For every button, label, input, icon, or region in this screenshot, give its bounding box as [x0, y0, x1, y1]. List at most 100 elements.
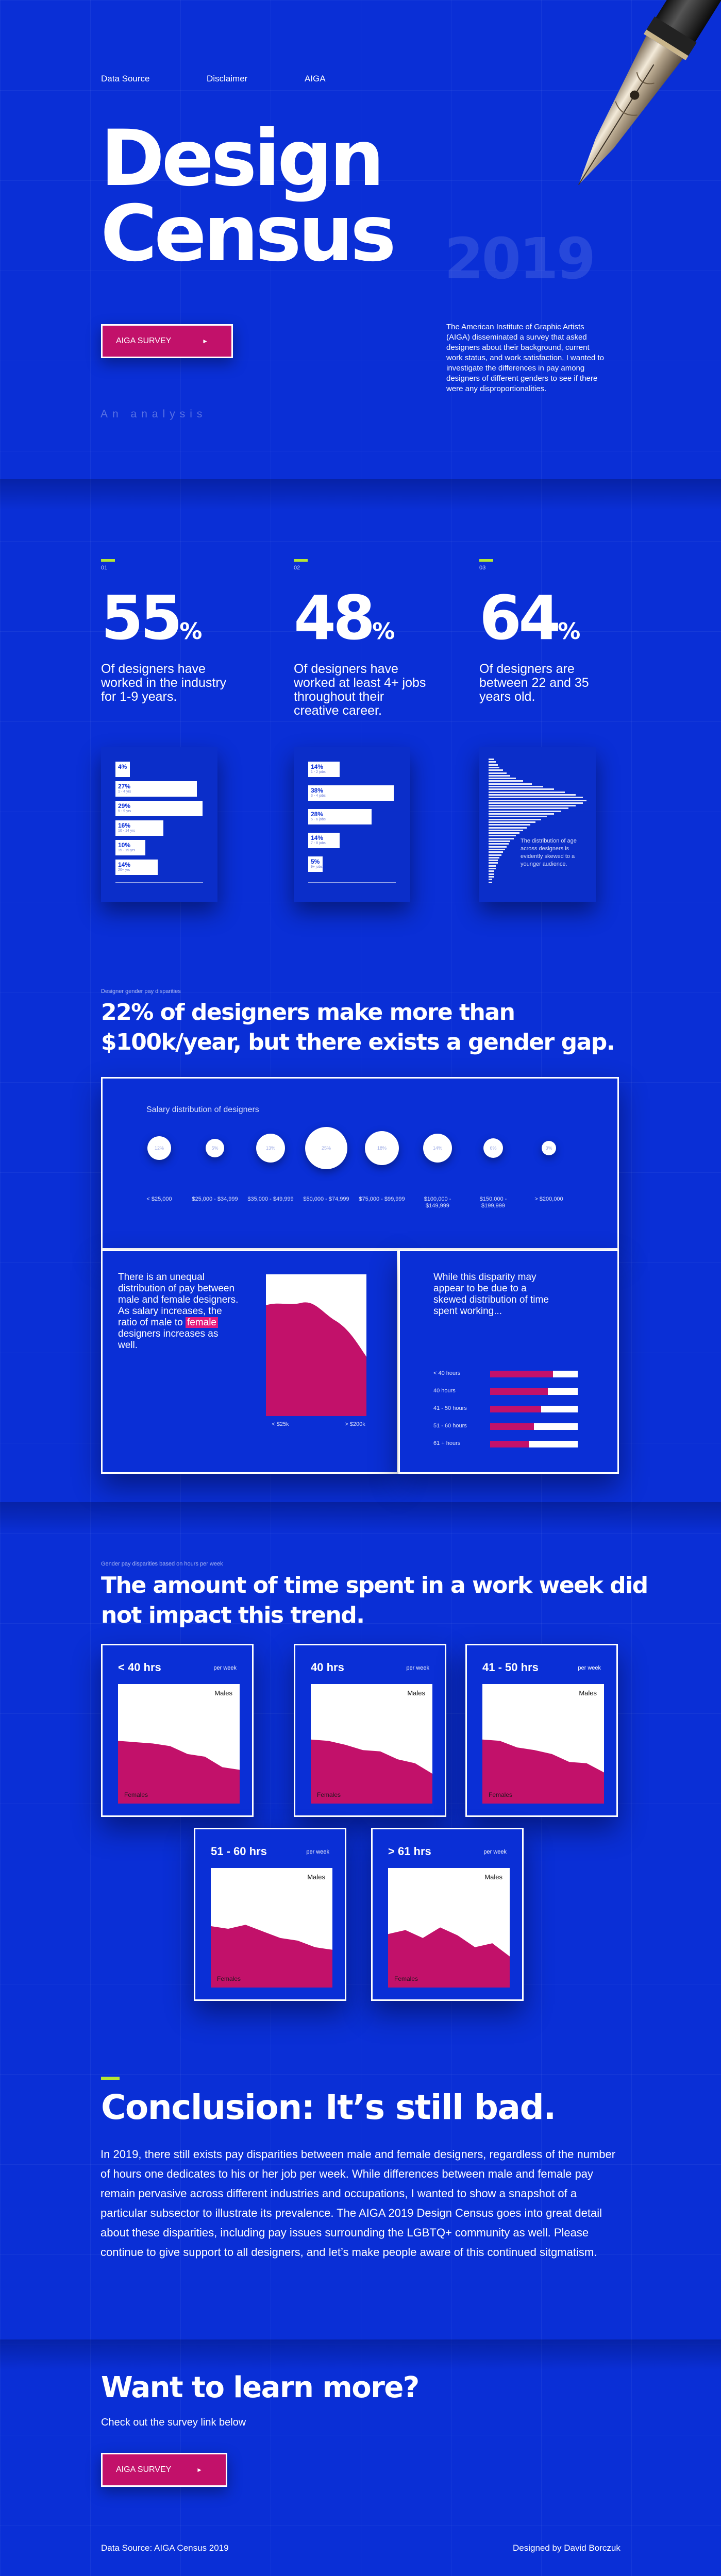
stat-bar: 4% [115, 762, 130, 777]
stat-bar-value: 4% [118, 763, 127, 770]
males-label: Males [579, 1689, 597, 1697]
salary-bubble: 6% [483, 1138, 503, 1158]
title-line: $100k/year, but there exists a gender ga… [101, 1029, 615, 1055]
age-dist-bar [489, 832, 519, 834]
axis-max-label: > $200k [345, 1421, 365, 1427]
stat-bar: 14% 1 - 2 jobs [308, 762, 340, 777]
age-dist-bar [489, 821, 536, 823]
nav-aiga-link[interactable]: AIGA [305, 74, 326, 83]
stat-bar-category: 15 - 19 yrs [118, 849, 136, 852]
salary-bubble-label: > $200,000 [534, 1196, 563, 1202]
week-hours-card: 40 hrs per week Males Females [294, 1644, 446, 1817]
age-dist-bar [489, 865, 496, 867]
age-dist-bar [489, 862, 498, 864]
highlight-female: female [185, 1317, 218, 1328]
learn-more-title: Want to learn more? [101, 2371, 420, 2404]
learn-more-subtitle: Check out the survey link below [101, 2417, 246, 2428]
week-area-chart: Males Females [311, 1684, 432, 1804]
stat-number: 02 [294, 565, 300, 571]
hours-distribution-text: While this disparity may appear to be du… [433, 1272, 549, 1317]
week-card-title: 51 - 60 hrs [211, 1845, 267, 1858]
age-dist-bar [489, 843, 509, 845]
female-area [388, 1927, 510, 1988]
area-chart-svg [266, 1302, 366, 1416]
hours-bar-female [490, 1388, 548, 1395]
title-line: not impact this trend. [101, 1602, 365, 1628]
age-dist-bar [489, 766, 500, 768]
nav-disclaimer-link[interactable]: Disclaimer [207, 74, 248, 83]
hero-year: 2019 [444, 226, 596, 292]
males-label: Males [307, 1873, 325, 1881]
stat-value-2: 48% [294, 587, 395, 662]
stat-bar-value: 27% [118, 783, 131, 790]
salary-bubble: 13% [256, 1134, 285, 1163]
hero-title-line2: Census [100, 189, 396, 279]
salary-section-title: 22% of designers make more than $100k/ye… [101, 998, 642, 1057]
aiga-survey-button-bottom[interactable]: AIGA SURVEY ► [101, 2453, 227, 2487]
week-card-per-week: per week [213, 1665, 237, 1671]
salary-gender-area-chart [266, 1274, 366, 1416]
stat-bar: 38% 3 - 4 jobs [308, 785, 394, 801]
card-axis [308, 882, 396, 883]
section-divider [0, 479, 721, 510]
week-card-per-week: per week [578, 1665, 601, 1671]
area-chart-svg [388, 1927, 510, 1988]
stat-bar-category: 5 - 6 jobs [311, 818, 326, 821]
stat-bar-value: 28% [311, 811, 324, 818]
aiga-survey-button[interactable]: AIGA SURVEY ► [101, 324, 233, 358]
hours-bar-female [490, 1441, 529, 1447]
stat-bar-category: 1 - 2 jobs [311, 770, 326, 774]
stat-value-unit: % [372, 618, 395, 645]
salary-bubble: 18% [365, 1131, 399, 1165]
female-area [211, 1925, 332, 1988]
age-dist-bar [489, 788, 554, 790]
footer-credit: Designed by David Borczuk [513, 2543, 621, 2553]
age-dist-bar [489, 759, 494, 760]
salary-bubble-label: $35,000 - $49,999 [247, 1196, 294, 1202]
footer-data-source: Data Source: AIGA Census 2019 [101, 2543, 229, 2553]
stat-bar: 16% 10 - 14 yrs [115, 820, 164, 836]
age-dist-bar [489, 824, 530, 826]
stat-number: 03 [479, 565, 486, 571]
stat-bar-value: 14% [311, 763, 324, 770]
area-chart-svg [311, 1739, 432, 1804]
age-dist-bar [489, 799, 586, 801]
females-label: Females [217, 1975, 241, 1982]
age-dist-bar [489, 807, 568, 810]
age-dist-bar [489, 870, 494, 872]
salary-bubble-label: $150,000 - $199,999 [479, 1196, 507, 1209]
stat-bar-category: 1 - 4 yrs [118, 790, 131, 794]
salary-distribution-panel: Salary distribution of designers 12% < $2… [101, 1077, 619, 1250]
play-arrow-icon: ► [202, 338, 208, 345]
males-label: Males [214, 1689, 232, 1697]
conclusion-text: In 2019, there still exists pay disparit… [100, 2148, 616, 2259]
age-dist-bar [489, 783, 532, 785]
age-dist-bar [489, 794, 576, 796]
week-card-title: > 61 hrs [388, 1845, 431, 1858]
salary-gender-text: There is an unequal distribution of pay … [118, 1272, 239, 1351]
hours-section-title: The amount of time spent in a work week … [101, 1571, 668, 1630]
salary-bubble-label: $100,000 - $149,999 [424, 1196, 451, 1209]
hours-bar-female [490, 1423, 534, 1430]
age-dist-bar [489, 848, 505, 850]
males-label: Males [407, 1689, 425, 1697]
stat-bar-value: 14% [311, 834, 324, 841]
age-dist-bar [489, 761, 496, 763]
week-area-chart: Males Females [118, 1684, 240, 1804]
stat-bar: 10% 15 - 19 yrs [115, 840, 146, 855]
hours-row-label: 40 hours [433, 1388, 456, 1394]
week-hours-card: 51 - 60 hrs per week Males Females [194, 1828, 346, 2001]
age-dist-bar [489, 802, 583, 804]
age-dist-bar [489, 860, 498, 862]
button-label: AIGA SURVEY [116, 336, 172, 345]
age-dist-bar [489, 778, 516, 780]
stat-bar-value: 16% [118, 822, 131, 829]
hero-tagline: An analysis [100, 408, 207, 420]
salary-bubble: 12% [147, 1136, 171, 1160]
button-label: AIGA SURVEY [116, 2465, 172, 2474]
stat-bar-category: 3 - 4 jobs [311, 794, 326, 798]
age-dist-bar [489, 813, 554, 815]
nav-data-source-link[interactable]: Data Source [101, 74, 150, 83]
text-part: designers increases as well. [118, 1328, 219, 1351]
age-dist-bar [489, 780, 523, 782]
